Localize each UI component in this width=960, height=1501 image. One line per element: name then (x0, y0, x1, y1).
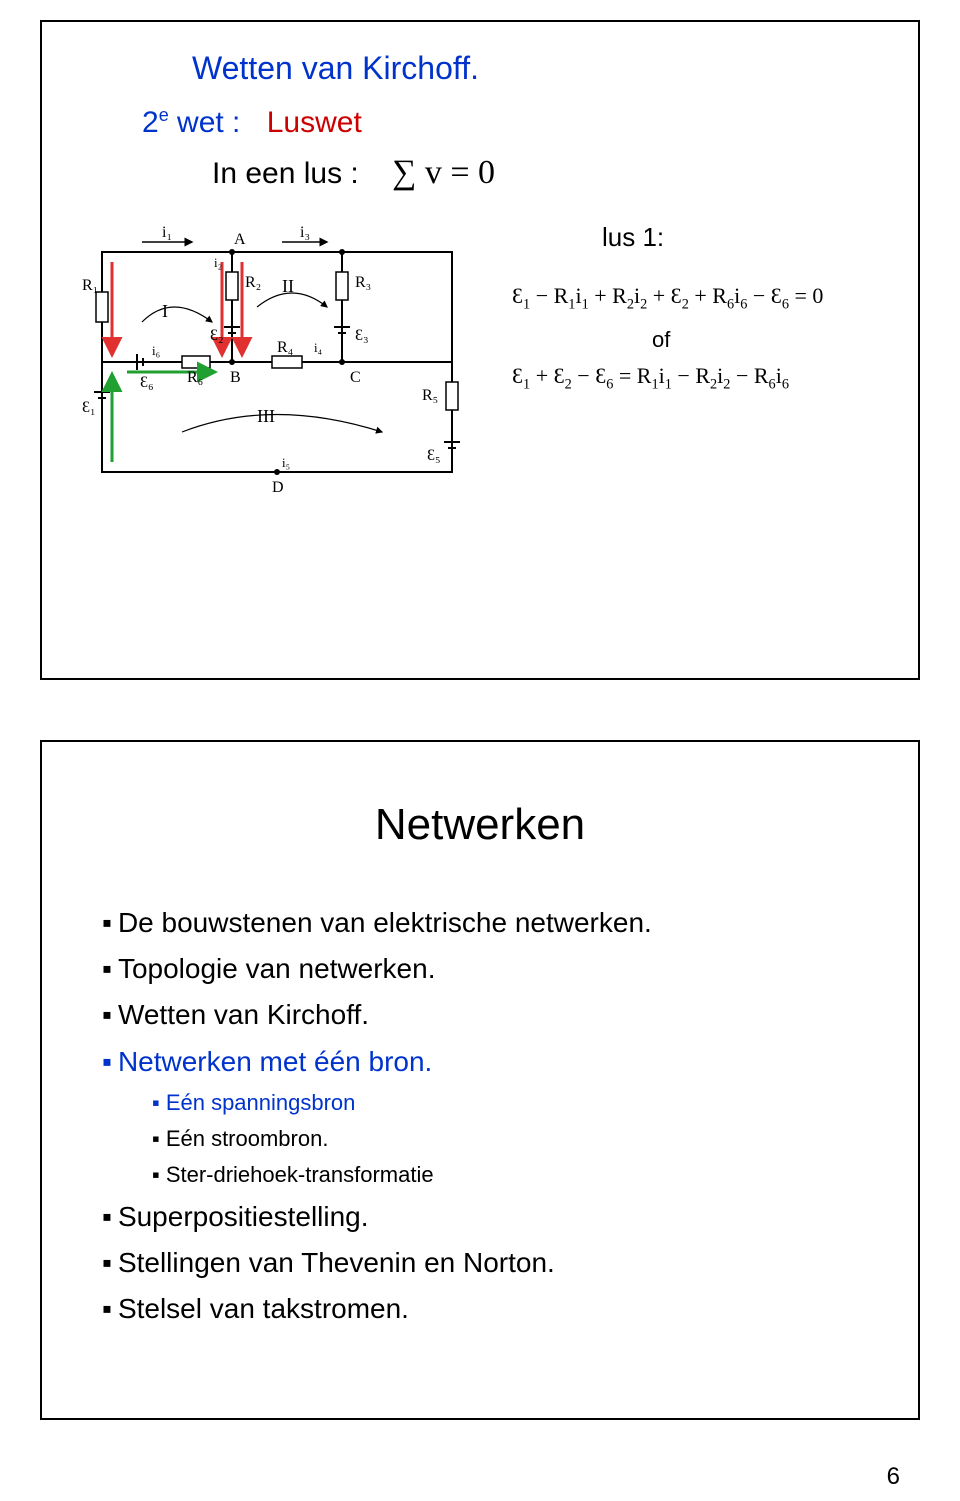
bullet-item: ▪Netwerken met één bron. (102, 1039, 878, 1085)
loop-sum-line: In een lus : ∑ v = 0 (212, 154, 878, 192)
svg-text:R₄: R₄ (277, 339, 294, 356)
content-row: A B C D R₁ R₂ R₃ R₄ R₆ R₅ Ɛ₁ Ɛ₂ Ɛ₃ Ɛ₅ (82, 212, 878, 512)
slide2-title: Netwerken (82, 800, 878, 850)
bullet-item: ▪Topologie van netwerken. (102, 946, 878, 992)
lus-label: lus 1: (602, 222, 878, 253)
bullet-text: Ster-driehoek-transformatie (166, 1162, 434, 1187)
svg-text:Ɛ₁: Ɛ₁ (82, 399, 96, 416)
bullet-item: ▪De bouwstenen van elektrische netwerken… (102, 900, 878, 946)
bullet-item: ▪Eén stroombron. (152, 1121, 878, 1157)
bullet-text: Netwerken met één bron. (118, 1046, 432, 1077)
loop-prefix: In een lus : (212, 157, 359, 190)
bullet-text: Topologie van netwerken. (118, 953, 436, 984)
svg-text:R₃: R₃ (355, 274, 371, 291)
bullet-square-icon: ▪ (152, 1090, 160, 1115)
bullet-text: De bouwstenen van elektrische netwerken. (118, 907, 652, 938)
svg-text:Ɛ₆: Ɛ₆ (140, 374, 154, 391)
bullet-square-icon: ▪ (102, 1201, 112, 1232)
equation-2: Ɛ1 + Ɛ2 − Ɛ6 = R1i1 − R2i2 − R6i6 (512, 363, 878, 393)
bullet-list: ▪De bouwstenen van elektrische netwerken… (102, 900, 878, 1332)
bullet-item: ▪Stelsel van takstromen. (102, 1286, 878, 1332)
bullet-item: ▪Ster-driehoek-transformatie (152, 1157, 878, 1193)
page-number: 6 (887, 1463, 900, 1491)
svg-text:D: D (272, 479, 284, 496)
bullet-text: Wetten van Kirchoff. (118, 999, 369, 1030)
bullet-item: ▪Superpositiestelling. (102, 1194, 878, 1240)
slide1-title: Wetten van Kirchoff. (192, 50, 878, 87)
slide-netwerken: Netwerken ▪De bouwstenen van elektrische… (40, 740, 920, 1420)
bullet-item: ▪Eén spanningsbron (152, 1085, 878, 1121)
svg-text:i₂: i₂ (214, 255, 222, 270)
svg-text:B: B (230, 369, 241, 386)
svg-text:i₆: i₆ (152, 343, 160, 358)
bullet-text: Superpositiestelling. (118, 1201, 369, 1232)
bullet-square-icon: ▪ (102, 1046, 112, 1077)
svg-text:i₁: i₁ (162, 224, 172, 241)
svg-text:Ɛ₅: Ɛ₅ (427, 447, 441, 464)
bullet-square-icon: ▪ (152, 1162, 160, 1187)
equation-1: Ɛ1 − R1i1 + R2i2 + Ɛ2 + R6i6 − Ɛ6 = 0 (512, 283, 878, 313)
svg-text:i₄: i₄ (314, 340, 323, 355)
equation-column: lus 1: Ɛ1 − R1i1 + R2i2 + Ɛ2 + R6i6 − Ɛ6… (512, 212, 878, 408)
bullet-item: ▪Wetten van Kirchoff. (102, 992, 878, 1038)
svg-text:Ɛ₃: Ɛ₃ (355, 327, 369, 344)
subsection-label: 2e wet : (142, 106, 240, 139)
svg-text:R₁: R₁ (82, 277, 98, 294)
bullet-text: Eén stroombron. (166, 1126, 329, 1151)
svg-text:II: II (282, 276, 294, 296)
bullet-square-icon: ▪ (152, 1126, 160, 1151)
svg-text:R₅: R₅ (422, 387, 438, 404)
svg-text:III: III (257, 406, 275, 426)
bullet-square-icon: ▪ (102, 999, 112, 1030)
bullet-square-icon: ▪ (102, 953, 112, 984)
bullet-text: Eén spanningsbron (166, 1090, 356, 1115)
svg-text:R₆: R₆ (187, 369, 203, 386)
subsection-line: 2e wet : Luswet (142, 105, 878, 140)
svg-text:A: A (234, 231, 246, 248)
svg-text:Ɛ₂: Ɛ₂ (210, 327, 224, 344)
of-text: of (652, 327, 878, 353)
subsection-value: Luswet (267, 106, 362, 139)
bullet-text: Stelsel van takstromen. (118, 1293, 409, 1324)
bullet-square-icon: ▪ (102, 1293, 112, 1324)
bullet-square-icon: ▪ (102, 1247, 112, 1278)
svg-text:i₅: i₅ (282, 455, 290, 470)
svg-text:I: I (162, 301, 168, 321)
svg-text:R₂: R₂ (245, 274, 261, 291)
bullet-square-icon: ▪ (102, 907, 112, 938)
circuit-diagram: A B C D R₁ R₂ R₃ R₄ R₆ R₅ Ɛ₁ Ɛ₂ Ɛ₃ Ɛ₅ (82, 212, 472, 512)
svg-text:C: C (350, 369, 361, 386)
bullet-item: ▪Stellingen van Thevenin en Norton. (102, 1240, 878, 1286)
sum-expression: ∑ v = 0 (392, 154, 495, 191)
slide-kirchoff-law: Wetten van Kirchoff. 2e wet : Luswet In … (40, 20, 920, 680)
svg-text:i₃: i₃ (300, 224, 310, 241)
bullet-text: Stellingen van Thevenin en Norton. (118, 1247, 555, 1278)
